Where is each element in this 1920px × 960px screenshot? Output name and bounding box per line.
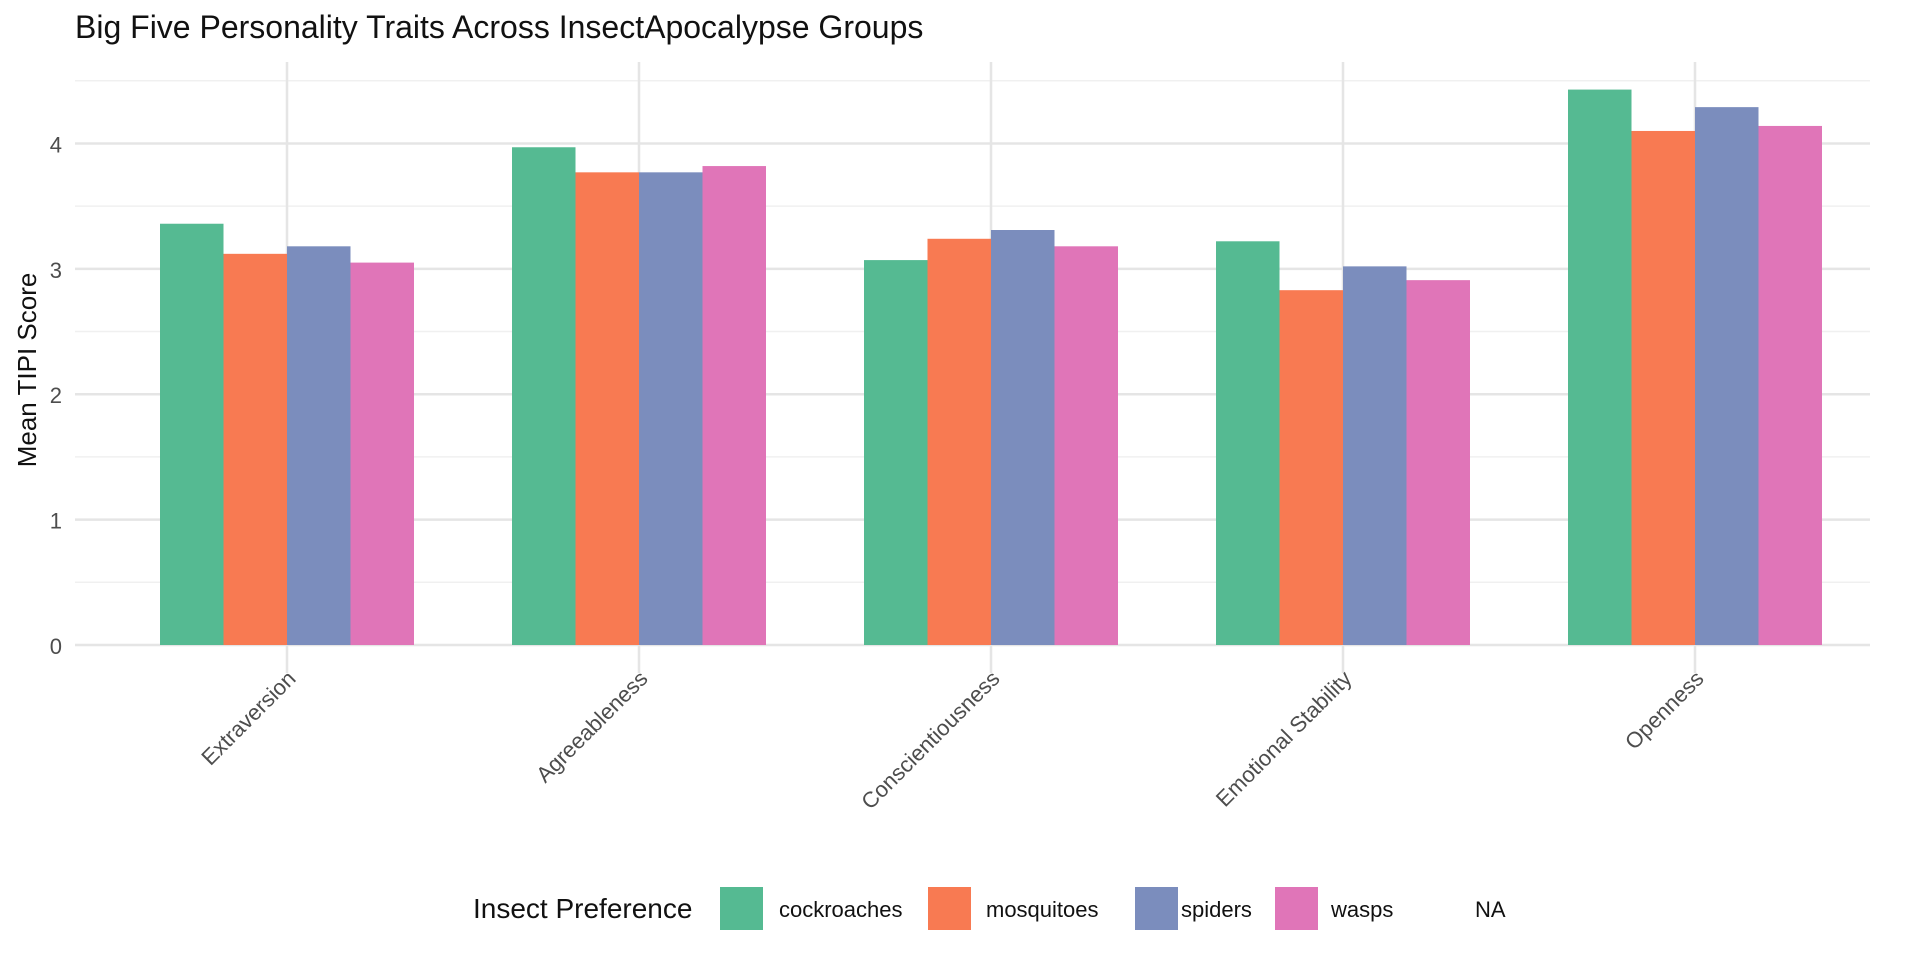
y-tick-label: 3 <box>50 258 62 283</box>
y-tick-label: 4 <box>50 132 62 157</box>
x-tick-label: Extraversion <box>196 666 300 770</box>
legend-label-spiders: spiders <box>1181 897 1252 922</box>
y-tick-label: 1 <box>50 509 62 534</box>
bar-wasps <box>1758 125 1822 645</box>
bar-wasps <box>1054 246 1118 645</box>
bar-cockroaches <box>1216 241 1280 645</box>
bar-cockroaches <box>864 260 928 645</box>
legend-key-mosquitoes <box>928 887 971 930</box>
legend-key-wasps <box>1275 887 1318 930</box>
bar-mosquitoes <box>927 238 991 645</box>
bar-spiders <box>991 230 1055 645</box>
legend-label-mosquitoes: mosquitoes <box>986 897 1099 922</box>
legend-key-cockroaches <box>720 887 763 930</box>
bar-mosquitoes <box>575 172 639 645</box>
bar-wasps <box>702 166 766 645</box>
x-tick-label: Emotional Stability <box>1211 666 1357 812</box>
y-tick-label: 0 <box>50 634 62 659</box>
x-tick-label: Conscientiousness <box>856 666 1004 814</box>
bar-cockroaches <box>512 147 576 645</box>
bar-cockroaches <box>1568 89 1632 646</box>
bar-wasps <box>1406 280 1470 645</box>
y-axis-label: Mean TIPI Score <box>12 273 42 468</box>
bar-wasps <box>350 262 414 645</box>
x-tick-label: Openness <box>1620 666 1709 755</box>
bar-spiders <box>1343 266 1407 645</box>
bar-spiders <box>287 246 351 645</box>
x-axis-ticks: Extraversion Agreeableness Conscientiousne… <box>196 666 1708 814</box>
bar-mosquitoes <box>223 253 287 645</box>
legend-key-spiders <box>1135 887 1178 930</box>
x-tick-label: Agreeableness <box>531 666 652 787</box>
bar-mosquitoes <box>1631 130 1695 646</box>
legend-label-na: NA <box>1475 897 1506 922</box>
legend-label-cockroaches: cockroaches <box>779 897 903 922</box>
y-axis-ticks: 0 1 2 3 4 <box>50 132 62 659</box>
bar-spiders <box>1695 107 1759 645</box>
legend-label-wasps: wasps <box>1330 897 1393 922</box>
legend-title: Insect Preference <box>473 893 692 924</box>
bars <box>160 89 1822 646</box>
bar-mosquitoes <box>1279 290 1343 645</box>
y-tick-label: 2 <box>50 383 62 408</box>
chart-title: Big Five Personality Traits Across Insec… <box>75 9 923 45</box>
bar-cockroaches <box>160 223 224 646</box>
bar-spiders <box>639 172 703 645</box>
legend: Insect Preference cockroaches mosquitoes s… <box>473 887 1506 930</box>
